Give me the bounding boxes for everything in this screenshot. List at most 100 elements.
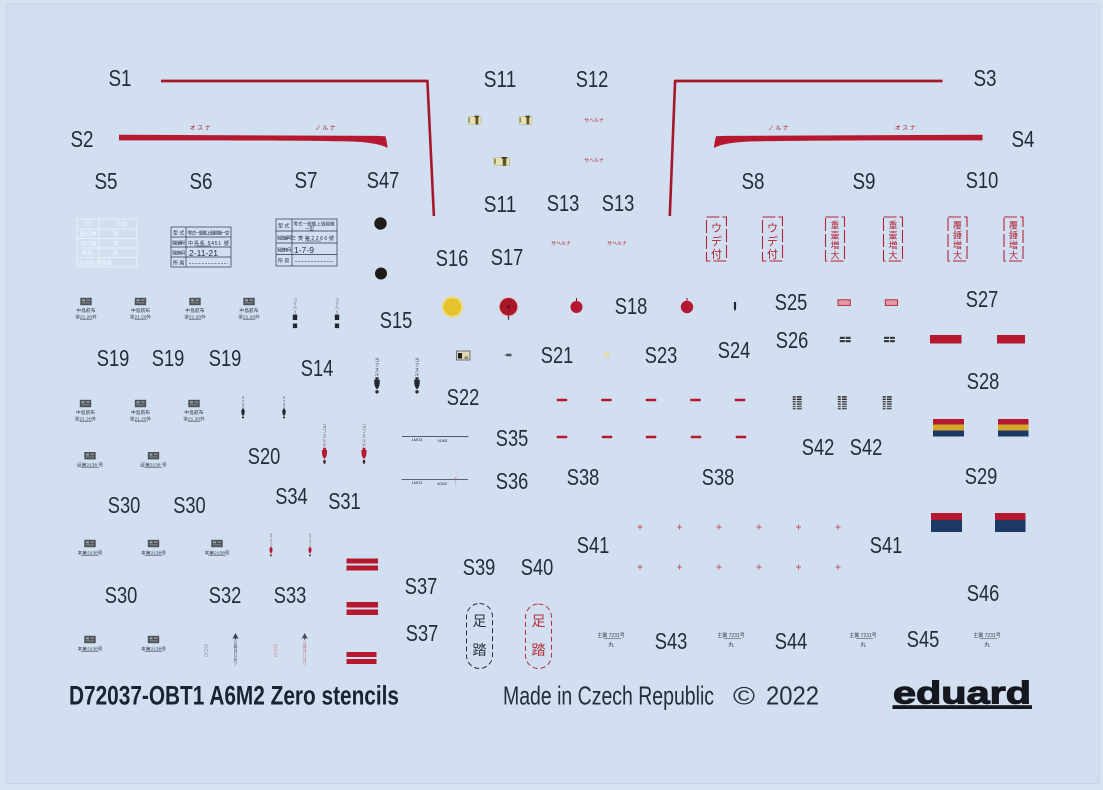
svg-text:中島航布: 中島航布 xyxy=(184,409,203,416)
svg-text:S39: S39 xyxy=(463,554,496,580)
svg-text:S22: S22 xyxy=(447,384,480,410)
svg-text:製造年月: 製造年月 xyxy=(277,247,292,254)
svg-text:1-7-9: 1-7-9 xyxy=(294,245,314,255)
svg-text:踏: 踏 xyxy=(532,642,546,658)
svg-text:S13: S13 xyxy=(602,190,635,216)
svg-text:S15: S15 xyxy=(380,307,413,333)
svg-text:章: 章 xyxy=(303,643,307,649)
svg-text:S17: S17 xyxy=(491,244,524,270)
svg-text:S37: S37 xyxy=(405,573,438,599)
svg-text:ク: ク xyxy=(293,301,297,306)
svg-text:S46: S46 xyxy=(967,580,1000,606)
svg-text:S14: S14 xyxy=(301,355,334,381)
svg-text:Made in Czech Republic: Made in Czech Republic xyxy=(503,680,714,710)
svg-text:隊: 隊 xyxy=(113,240,119,248)
svg-text:1MO3: 1MO3 xyxy=(412,437,424,442)
svg-text:S43: S43 xyxy=(655,628,688,654)
svg-text:S10: S10 xyxy=(966,167,999,193)
svg-text:S19: S19 xyxy=(152,345,185,371)
svg-text:S47: S47 xyxy=(367,167,400,193)
svg-text:S19: S19 xyxy=(209,345,242,371)
svg-text:型 式: 型 式 xyxy=(173,230,184,237)
svg-text:中島航布: 中島航布 xyxy=(185,307,204,314)
svg-text:S38: S38 xyxy=(567,464,600,490)
svg-text:リ: リ xyxy=(234,653,238,658)
svg-text:本第2138号: 本第2138号 xyxy=(141,646,166,653)
svg-text:大: 大 xyxy=(953,250,962,261)
svg-text:S27: S27 xyxy=(966,286,999,312)
svg-text:サヘルナ: サヘルナ xyxy=(584,118,604,124)
svg-text:ミ: ミ xyxy=(234,640,238,645)
svg-text:S37: S37 xyxy=(406,620,439,646)
svg-text:専员: 専员 xyxy=(82,249,94,257)
svg-text:ノ: ノ xyxy=(234,662,238,667)
svg-text:オスナ: オスナ xyxy=(895,125,918,132)
svg-text:S35: S35 xyxy=(496,425,529,451)
svg-text:S5: S5 xyxy=(95,168,118,194)
svg-text:章: 章 xyxy=(234,643,238,649)
svg-text:S45: S45 xyxy=(907,626,940,652)
svg-text:型 式: 型 式 xyxy=(278,223,289,230)
svg-text:本第2138号: 本第2138号 xyxy=(204,550,229,557)
svg-text:隊: 隊 xyxy=(113,230,119,238)
svg-text:S4: S4 xyxy=(1012,126,1035,152)
svg-text:ケ: ケ xyxy=(234,657,238,663)
svg-text:中島航布: 中島航布 xyxy=(239,307,258,314)
svg-text:コ: コ xyxy=(335,298,339,302)
svg-text:デ: デ xyxy=(767,234,778,248)
svg-text:中島航布: 中島航布 xyxy=(131,409,150,416)
svg-text:本第2138号: 本第2138号 xyxy=(77,550,102,557)
svg-text:S20: S20 xyxy=(248,443,280,469)
svg-text:©: © xyxy=(733,682,756,710)
svg-text:日誌: 日誌 xyxy=(116,220,128,228)
svg-text:S34: S34 xyxy=(275,483,308,509)
svg-text:D72037-OBT1 A6M2 Zero stencils: D72037-OBT1 A6M2 Zero stencils xyxy=(69,681,399,711)
svg-text:2022: 2022 xyxy=(766,680,819,710)
svg-text:踏: 踏 xyxy=(473,642,487,658)
svg-text:塗21.20外: 塗21.20外 xyxy=(184,314,206,321)
svg-text:配: 配 xyxy=(113,250,119,257)
svg-text:ク: ク xyxy=(335,301,339,306)
svg-text:増: 増 xyxy=(953,240,962,251)
svg-text:S33: S33 xyxy=(274,582,307,608)
svg-text:所 管: 所 管 xyxy=(278,258,289,265)
svg-text:壷: 壷 xyxy=(830,230,839,241)
svg-text:S42: S42 xyxy=(802,434,835,460)
svg-text:支持航空隊碼: 支持航空隊碼 xyxy=(79,259,113,267)
svg-text:ウ: ウ xyxy=(767,222,778,235)
svg-text:付: 付 xyxy=(767,248,778,261)
svg-text:リ: リ xyxy=(293,310,297,314)
svg-text:中島航布: 中島航布 xyxy=(76,409,95,416)
svg-text:S28: S28 xyxy=(967,368,1000,394)
svg-text:本第2138号: 本第2138号 xyxy=(141,550,166,557)
svg-text:一型: 一型 xyxy=(305,225,314,231)
svg-text:S19: S19 xyxy=(97,345,130,371)
svg-text:重: 重 xyxy=(830,220,839,231)
svg-text:錘: 錘 xyxy=(953,230,962,241)
svg-text:オスナ: オスナ xyxy=(190,125,213,132)
svg-text:増: 増 xyxy=(1009,240,1018,251)
svg-text:証第2138 号: 証第2138 号 xyxy=(140,462,167,469)
svg-text:S16: S16 xyxy=(436,245,469,271)
svg-text:塗21.20外: 塗21.20外 xyxy=(183,416,205,423)
svg-text:4O63: 4O63 xyxy=(437,481,448,486)
svg-text:覆: 覆 xyxy=(953,221,962,231)
svg-text:ヘ: ヘ xyxy=(293,306,297,310)
svg-text:S36: S36 xyxy=(496,468,529,494)
svg-text:S21: S21 xyxy=(541,342,574,368)
svg-text:S12: S12 xyxy=(576,66,609,92)
svg-text:航空隊: 航空隊 xyxy=(80,230,97,238)
svg-text:足: 足 xyxy=(532,613,546,629)
svg-text:S41: S41 xyxy=(870,532,903,558)
svg-text:重: 重 xyxy=(888,220,897,231)
svg-text:飛行機: 飛行機 xyxy=(80,240,97,248)
svg-text:錘: 錘 xyxy=(1009,230,1018,241)
svg-text:ケ: ケ xyxy=(303,657,307,663)
svg-text:ミ: ミ xyxy=(303,640,307,645)
svg-text:中島系 5451 號: 中島系 5451 號 xyxy=(188,239,230,247)
svg-text:塗21.20外: 塗21.20外 xyxy=(130,416,152,423)
svg-text:製造番号三: 製造番号三 xyxy=(277,235,296,242)
svg-text:S11: S11 xyxy=(484,191,517,217)
svg-text:ノルナ: ノルナ xyxy=(768,125,791,132)
svg-text:増: 増 xyxy=(830,240,839,251)
